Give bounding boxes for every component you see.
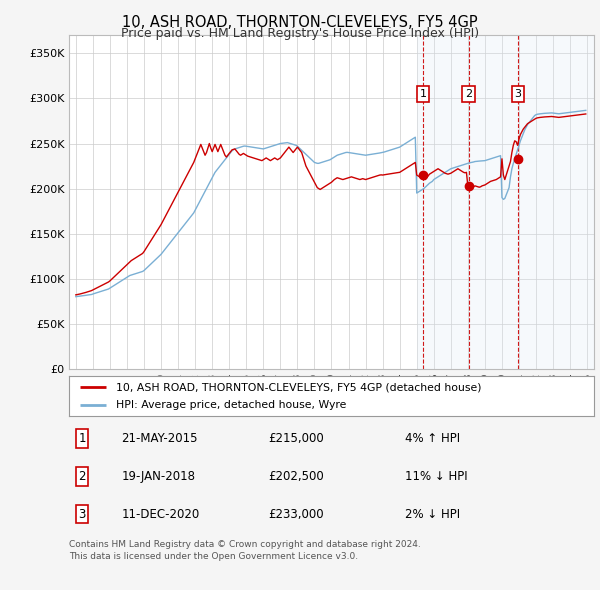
Text: Contains HM Land Registry data © Crown copyright and database right 2024.: Contains HM Land Registry data © Crown c… [69, 540, 421, 549]
Text: 1: 1 [79, 432, 86, 445]
Text: 11% ↓ HPI: 11% ↓ HPI [405, 470, 467, 483]
Text: 4% ↑ HPI: 4% ↑ HPI [405, 432, 460, 445]
Text: Price paid vs. HM Land Registry's House Price Index (HPI): Price paid vs. HM Land Registry's House … [121, 27, 479, 40]
Text: £202,500: £202,500 [269, 470, 324, 483]
Text: This data is licensed under the Open Government Licence v3.0.: This data is licensed under the Open Gov… [69, 552, 358, 560]
Text: 2: 2 [79, 470, 86, 483]
Bar [417, 35, 594, 369]
Text: HPI: Average price, detached house, Wyre: HPI: Average price, detached house, Wyre [116, 399, 347, 409]
Text: £215,000: £215,000 [269, 432, 324, 445]
Text: 11-DEC-2020: 11-DEC-2020 [121, 508, 200, 521]
Text: 3: 3 [79, 508, 86, 521]
Text: 10, ASH ROAD, THORNTON-CLEVELEYS, FY5 4GP: 10, ASH ROAD, THORNTON-CLEVELEYS, FY5 4G… [122, 15, 478, 30]
Text: 2: 2 [465, 89, 472, 99]
Text: 1: 1 [420, 89, 427, 99]
Text: 10, ASH ROAD, THORNTON-CLEVELEYS, FY5 4GP (detached house): 10, ASH ROAD, THORNTON-CLEVELEYS, FY5 4G… [116, 382, 482, 392]
Text: 2% ↓ HPI: 2% ↓ HPI [405, 508, 460, 521]
Text: 3: 3 [514, 89, 521, 99]
Text: 21-MAY-2015: 21-MAY-2015 [121, 432, 198, 445]
Text: 19-JAN-2018: 19-JAN-2018 [121, 470, 196, 483]
Text: £233,000: £233,000 [269, 508, 324, 521]
